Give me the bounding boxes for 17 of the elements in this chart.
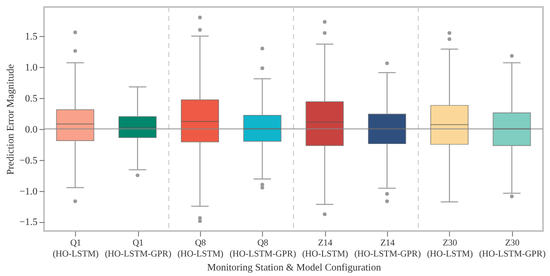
x-tick-label: Q1 (HO-LSTM-GPR) <box>104 238 172 258</box>
y-tick-label: 1.0 <box>25 62 38 74</box>
y-tick-label: 0.5 <box>25 93 38 104</box>
y-tick-label: −1.0 <box>19 186 38 198</box>
y-tick-label: 1.5 <box>25 32 38 43</box>
x-tick-label: Z30 (HO-LSTM) <box>426 238 473 258</box>
x-axis-title: Monitoring Station & Model Configuration <box>207 262 381 274</box>
x-tick-label: Q8 (HO-LSTM) <box>177 238 224 258</box>
y-tick-label: 0.0 <box>25 124 38 136</box>
x-tick-label: Z14 (HO-LSTM) <box>302 238 348 258</box>
x-tick-label: Z14 (HO-LSTM-GPR) <box>354 238 421 258</box>
y-tick-label: −0.5 <box>19 155 38 166</box>
y-tick-label: −1.5 <box>19 217 38 228</box>
x-tick-label: Q8 (HO-LSTM-GPR) <box>230 238 296 258</box>
y-axis-title: Prediction Error Magnitude <box>5 64 16 175</box>
x-tick-label: Z30 (HO-LSTM-GPR) <box>479 238 546 258</box>
x-tick-label: Q1 (HO-LSTM) <box>52 238 99 258</box>
